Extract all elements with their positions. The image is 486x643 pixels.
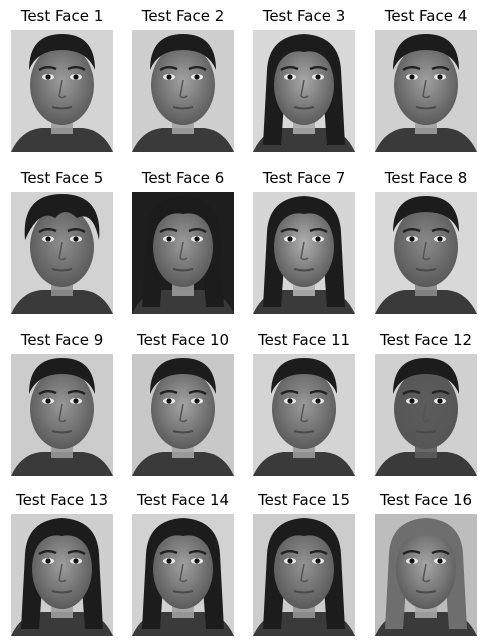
face-title: Test Face 5: [20, 169, 104, 187]
face-photo: [132, 192, 234, 314]
face-photo-graphic: [132, 514, 234, 636]
face-title: Test Face 2: [141, 7, 225, 25]
face-title: Test Face 10: [136, 331, 230, 349]
face-photo-graphic: [253, 192, 355, 314]
face-title: Test Face 14: [136, 491, 230, 509]
face-photo-graphic: [253, 354, 355, 476]
face-photo: [375, 30, 477, 152]
face-photo: [132, 30, 234, 152]
face-photo-graphic: [11, 192, 113, 314]
face-photo-graphic: [11, 30, 113, 152]
face-title: Test Face 4: [384, 7, 468, 25]
face-photo-graphic: [11, 354, 113, 476]
face-photo-graphic: [375, 354, 477, 476]
face-photo: [11, 30, 113, 152]
face-photo: [132, 354, 234, 476]
face-photo: [11, 354, 113, 476]
face-photo: [375, 192, 477, 314]
face-photo: [253, 514, 355, 636]
face-photo: [11, 514, 113, 636]
face-photo-graphic: [375, 30, 477, 152]
face-photo: [253, 192, 355, 314]
face-photo: [253, 30, 355, 152]
face-title: Test Face 3: [262, 7, 346, 25]
face-title: Test Face 6: [141, 169, 225, 187]
face-photo-graphic: [132, 192, 234, 314]
face-photo: [11, 192, 113, 314]
face-photo-graphic: [11, 514, 113, 636]
face-photo-graphic: [375, 192, 477, 314]
face-title: Test Face 12: [379, 331, 473, 349]
face-title: Test Face 7: [262, 169, 346, 187]
face-title: Test Face 8: [384, 169, 468, 187]
face-title: Test Face 15: [257, 491, 351, 509]
face-photo: [375, 514, 477, 636]
face-photo-graphic: [375, 514, 477, 636]
face-title: Test Face 13: [15, 491, 109, 509]
face-photo-graphic: [253, 30, 355, 152]
face-photo: [132, 514, 234, 636]
face-photo-graphic: [253, 514, 355, 636]
face-photo: [375, 354, 477, 476]
face-photo-graphic: [132, 354, 234, 476]
face-title: Test Face 1: [20, 7, 104, 25]
face-title: Test Face 16: [379, 491, 473, 509]
face-title: Test Face 11: [257, 331, 351, 349]
face-photo-graphic: [132, 30, 234, 152]
face-title: Test Face 9: [20, 331, 104, 349]
face-photo: [253, 354, 355, 476]
